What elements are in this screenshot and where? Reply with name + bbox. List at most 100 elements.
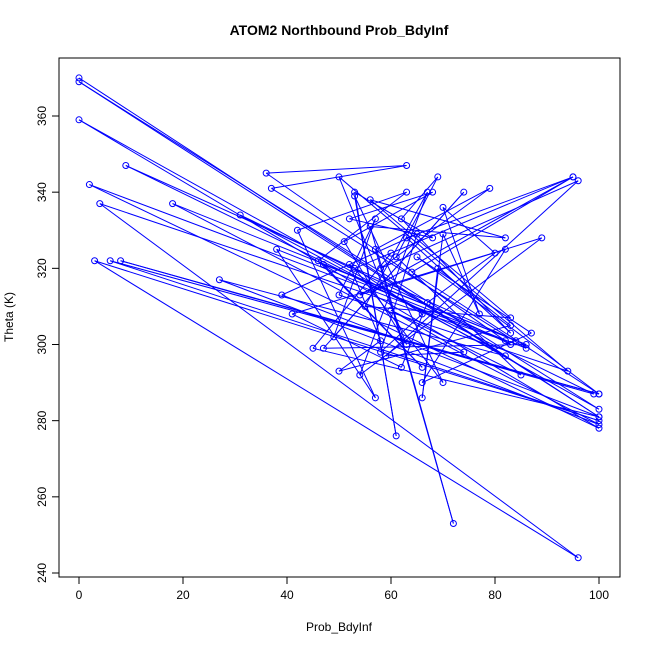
data-point [403,162,411,170]
data-point [397,363,405,371]
data-point [361,302,369,310]
data-point [507,329,515,337]
x-tick-label: 0 [76,588,83,602]
series-segment [427,252,496,304]
data-point [392,253,400,261]
data-point [278,291,286,299]
data-point [85,181,93,189]
series-segment [125,165,595,395]
data-point [262,169,270,177]
data-point [418,379,426,387]
series-segment [370,199,506,239]
x-tick-label: 40 [280,588,294,602]
series-segment [276,248,527,349]
series-layer [75,74,603,562]
series-segment [385,180,579,357]
data-point [590,390,598,398]
series-segment [406,176,574,239]
series-segment [380,180,579,269]
y-tick-label: 340 [35,182,49,202]
y-axis-label: Theta (K) [2,292,16,342]
data-point [460,348,468,356]
data-point [501,337,509,345]
series-segment [421,249,506,383]
series-segment [312,347,600,418]
series-segment [323,344,527,349]
series-segment [348,264,382,341]
data-point [595,417,603,425]
data-point [392,432,400,440]
data-point [475,310,483,318]
data-point [595,390,603,398]
series-segment [266,165,407,174]
series-segment [281,294,600,418]
data-point [434,264,442,272]
data-point [377,348,385,356]
series-segment [338,176,569,372]
series-segment [78,81,600,418]
data-point [517,371,525,379]
series-segment [390,309,465,353]
data-point [169,200,177,208]
y-tick-label: 260 [35,487,49,507]
x-axis: 0 20 40 60 80 100 [76,576,609,602]
series-segment [359,237,542,296]
y-tick-label: 360 [35,106,49,126]
data-point [403,234,411,242]
x-tick-label: 20 [176,588,190,602]
data-point [569,173,577,181]
series-segment [94,260,579,559]
series-segment [323,264,423,368]
y-tick-label: 280 [35,410,49,430]
data-point [574,554,582,562]
series-segment [400,302,428,368]
data-point [75,78,83,86]
y-axis: 240 260 280 300 320 340 360 [35,106,60,583]
series-segment [291,313,402,368]
series-segment [349,264,423,315]
data-point [397,215,405,223]
data-point [75,116,83,124]
series-segment [370,225,506,239]
series-segment [359,176,574,296]
data-point [418,363,426,371]
chart-title: ATOM2 Northbound Prob_BdyInf [230,22,449,38]
data-point [267,184,275,192]
data-point [501,352,509,360]
series-segment [343,241,408,345]
series-segment [338,340,381,372]
data-point [236,211,244,219]
data-point [507,341,515,348]
data-point [382,352,390,360]
data-point [486,184,494,192]
y-tick-label: 240 [35,563,49,583]
data-point [366,196,374,204]
data-point [351,264,359,272]
series-segment [380,233,418,353]
data-point [356,371,364,379]
data-point [319,261,327,269]
series-segment [354,268,444,383]
data-point [371,394,379,402]
data-point [491,249,499,257]
series-segment [292,248,506,315]
series-segment [89,184,506,342]
series-segment [110,260,600,422]
series-segment [338,218,376,296]
series-segment [317,191,407,262]
data-point [595,405,603,413]
data-point [413,230,421,238]
series-segment [380,313,423,353]
series-segment [395,176,439,258]
series-segment [78,119,600,410]
data-point [564,367,572,375]
x-axis-label: Prob_BdyInf [306,620,373,634]
data-point [96,200,104,208]
series-segment [281,233,418,296]
data-point [117,257,125,265]
data-point [403,341,411,348]
series-segment [99,203,579,559]
data-point [434,173,442,181]
series-segment [406,237,511,334]
data-point [371,245,379,253]
